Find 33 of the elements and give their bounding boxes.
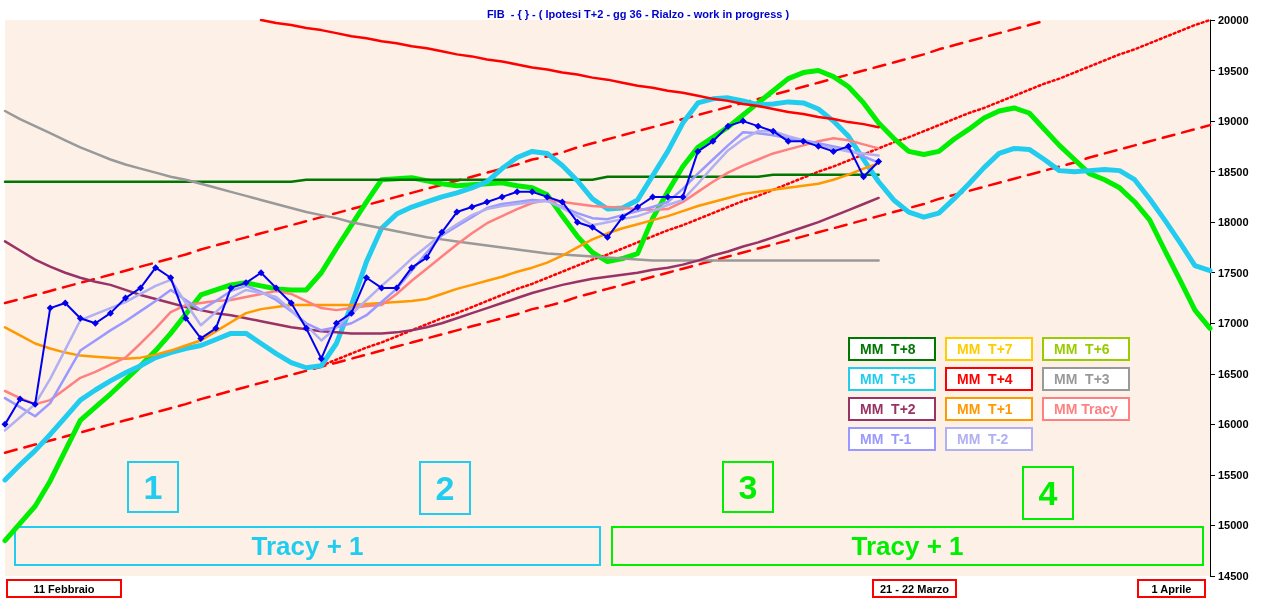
text: MM Tracy	[1054, 401, 1119, 417]
text: MM T+8	[860, 341, 916, 357]
text: 21 - 22 Marzo	[879, 582, 950, 595]
annotation: 1	[143, 468, 163, 506]
chart-title: FIB - { } - ( Ipotesi T+2 - gg 36 - Rialzo - work in progress )	[486, 7, 790, 20]
text: MM T+3	[1054, 371, 1110, 387]
text: MM T+2	[860, 401, 916, 417]
y-tick-label: 18000	[1218, 216, 1249, 229]
annotation: 4	[1038, 474, 1058, 512]
y-tick-label: 17000	[1218, 317, 1249, 330]
legend-label: MM T+6	[1054, 341, 1110, 357]
y-tick-label: 15500	[1218, 468, 1249, 481]
annotation: 2	[435, 469, 455, 507]
y-tick-label: 16000	[1218, 418, 1249, 431]
y-tick-label: 20000	[1218, 14, 1249, 26]
y-tick-label: 18500	[1218, 165, 1249, 178]
annotation: 3	[738, 468, 758, 506]
text: 1 Aprile	[1151, 582, 1192, 595]
y-tick-label: 14500	[1218, 570, 1249, 582]
y-tick-label: 19500	[1218, 64, 1249, 77]
annotation: Tracy + 1	[851, 531, 964, 561]
legend-label: MM T+7	[957, 341, 1013, 357]
y-tick-label: 15000	[1218, 519, 1249, 532]
text: 11 Febbraio	[33, 582, 95, 595]
text: MM T-1	[860, 431, 912, 447]
annotation: Tracy + 1	[251, 531, 364, 561]
text: MM T+5	[860, 371, 916, 387]
text: MM T+1	[957, 401, 1013, 417]
y-tick-label: 16500	[1218, 367, 1249, 380]
text: MM T+4	[957, 371, 1013, 387]
y-tick-label: 17500	[1218, 266, 1249, 279]
y-tick-label: 19000	[1218, 115, 1249, 128]
text: MM T-2	[957, 431, 1009, 447]
